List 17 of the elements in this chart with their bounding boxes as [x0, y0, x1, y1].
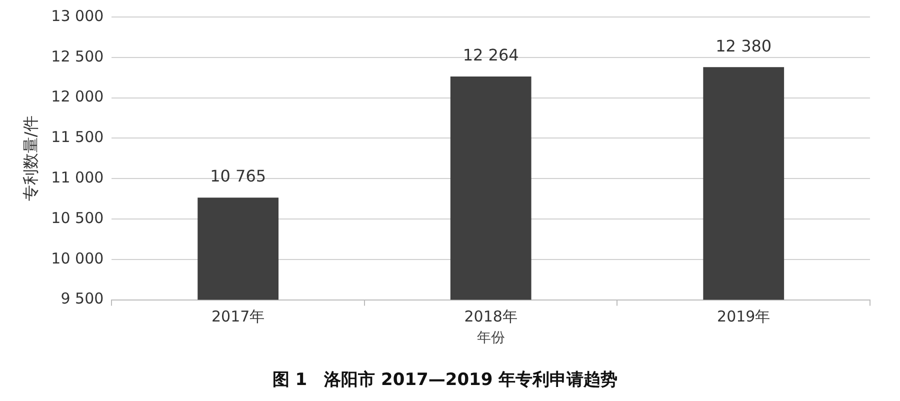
- data-label: 12 264: [462, 46, 519, 65]
- text: 图 1 洛阳市 2017—2019 年专利申请趋势: [272, 370, 618, 390]
- y-tick-label: 11 000: [51, 168, 104, 186]
- y-tick-label: 11 500: [51, 128, 104, 146]
- y-tick-label: 9 500: [60, 290, 104, 308]
- data-label: 12 380: [716, 36, 772, 56]
- x-axis-title: 年份: [476, 330, 505, 346]
- x-tick-label: 2018年: [464, 308, 518, 326]
- x-tick-label: 2017年: [211, 308, 265, 326]
- y-tick-label: 10 500: [51, 208, 104, 227]
- y-tick-label: 12 000: [51, 88, 104, 106]
- y-tick-label: 13 000: [51, 6, 104, 25]
- y-tick-label: 12 500: [51, 47, 104, 66]
- data-label: 10 765: [210, 166, 266, 186]
- x-tick-label: 2019年: [717, 308, 770, 326]
- y-axis-title: 专利数量/件: [20, 116, 40, 202]
- y-tick-label: 10 000: [51, 249, 104, 268]
